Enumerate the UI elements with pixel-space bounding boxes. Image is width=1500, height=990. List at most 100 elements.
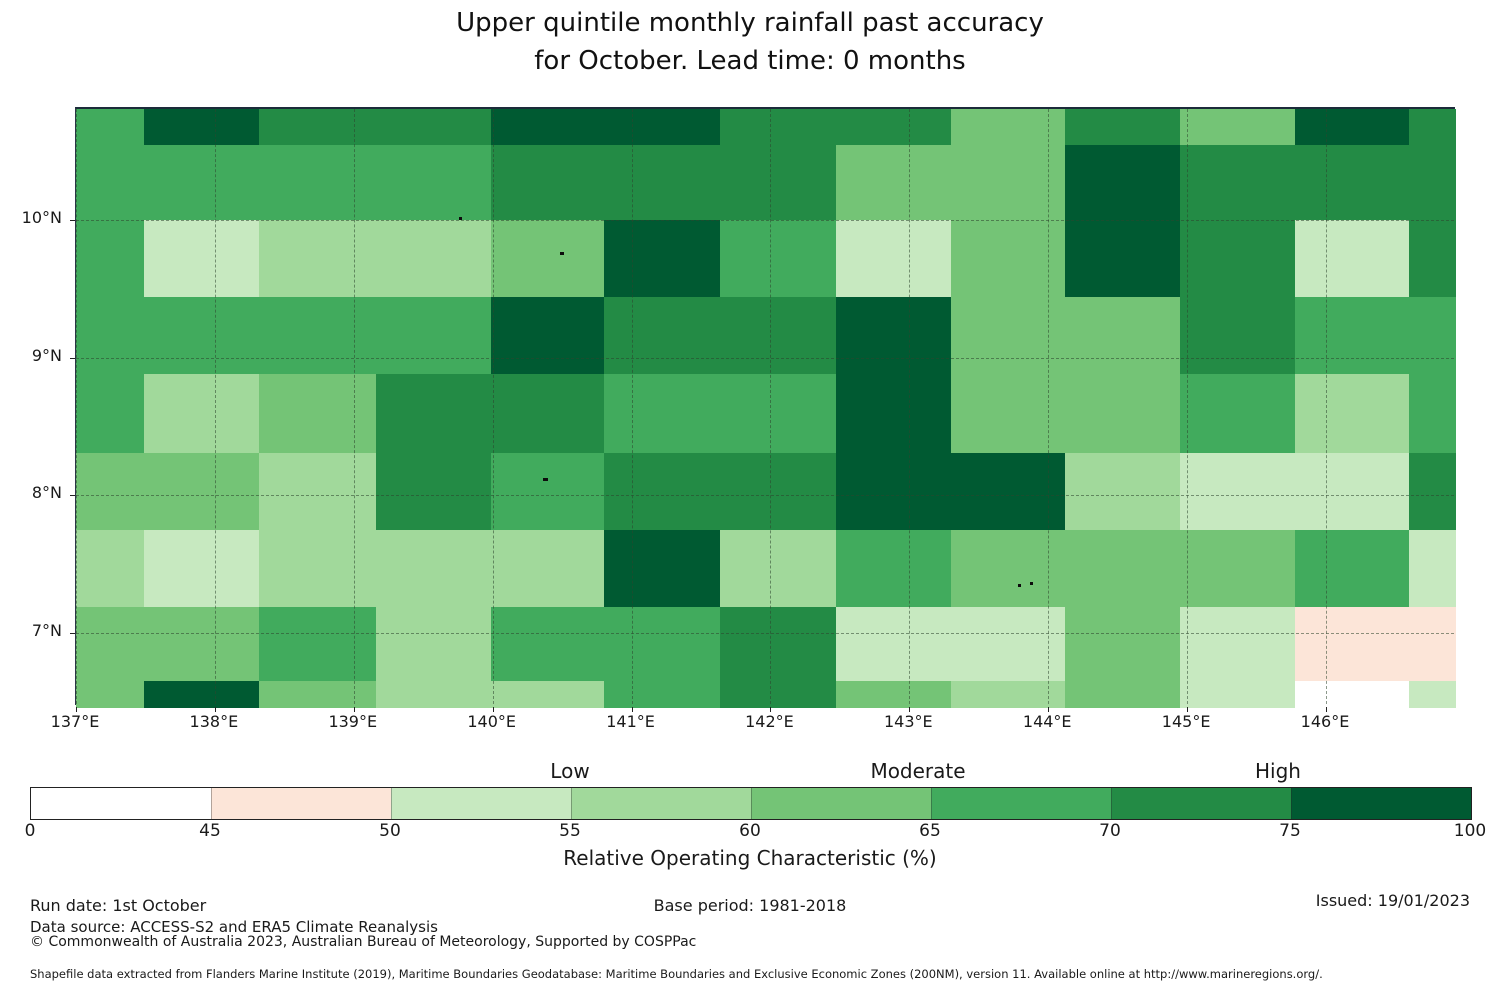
heatmap-cell — [491, 109, 605, 146]
y-axis-tick — [70, 632, 75, 634]
colorbar-segment — [751, 788, 931, 819]
heatmap-cell — [1295, 297, 1410, 375]
heatmap-cell — [376, 374, 492, 454]
heatmap-cell — [1064, 529, 1181, 608]
chart-title-line1: Upper quintile monthly rainfall past acc… — [456, 8, 1044, 38]
run-date-text: Run date: 1st October — [30, 896, 207, 915]
gridline-longitude — [631, 109, 633, 704]
heatmap-cell — [259, 452, 377, 531]
colorbar-segment — [571, 788, 751, 819]
heatmap-cell — [720, 220, 837, 298]
heatmap-cell — [720, 529, 837, 608]
heatmap-cell — [376, 529, 492, 608]
heatmap-cell — [1064, 452, 1181, 531]
heatmap-cell — [1180, 374, 1297, 454]
heatmap-cell — [76, 297, 145, 375]
heatmap-cell — [1409, 452, 1456, 531]
x-axis-tick — [1187, 707, 1189, 712]
heatmap-cell — [720, 297, 837, 375]
heatmap-cell — [144, 529, 260, 608]
heatmap-cell — [1409, 144, 1456, 221]
x-axis-tick — [353, 707, 355, 712]
heatmap-cell — [259, 220, 377, 298]
colorbar-segment — [391, 788, 571, 819]
heatmap-cell — [76, 144, 145, 221]
chart-title-line2: for October. Lead time: 0 months — [534, 46, 966, 76]
x-axis-tick — [76, 707, 77, 712]
heatmap-cell — [603, 144, 722, 221]
y-axis-tick — [70, 357, 75, 359]
heatmap-cell — [1180, 606, 1297, 682]
heatmap-cell — [1180, 109, 1297, 146]
small-island-mark — [1030, 582, 1033, 585]
heatmap-cell — [76, 681, 145, 708]
colorbar-tick-label: 70 — [1099, 821, 1121, 841]
y-axis-tick-label: 8°N — [31, 483, 62, 503]
heatmap-cell — [491, 144, 605, 221]
heatmap-cell — [951, 109, 1066, 146]
heatmap-cell — [259, 374, 377, 454]
heatmap-cell — [1295, 144, 1410, 221]
heatmap-cell — [951, 220, 1066, 298]
heatmap-cell — [1409, 529, 1456, 608]
heatmap-cell — [1409, 681, 1456, 708]
heatmap-cell — [144, 681, 260, 708]
heatmap-cell — [835, 374, 952, 454]
heatmap-cell — [144, 374, 260, 454]
x-axis-tick — [909, 707, 911, 712]
heatmap-cell — [835, 297, 952, 375]
heatmap-cell — [1409, 109, 1456, 146]
gridline-longitude — [1326, 109, 1327, 704]
heatmap-cell — [603, 529, 722, 608]
heatmap-cell — [1180, 529, 1297, 608]
heatmap-cell — [491, 681, 605, 708]
heatmap-cell — [1180, 297, 1297, 375]
heatmap-cell — [76, 220, 145, 298]
gridline-longitude — [492, 109, 494, 704]
heatmap-cell — [1295, 681, 1410, 708]
heatmap-cell — [720, 452, 837, 531]
heatmap-cell — [720, 606, 837, 682]
heatmap-cell — [144, 606, 260, 682]
small-island-mark — [459, 217, 462, 220]
heatmap-cell — [951, 452, 1066, 531]
heatmap-cell — [259, 109, 377, 146]
colorbar-zone-label: Moderate — [870, 759, 966, 783]
heatmap-cell — [259, 144, 377, 221]
y-axis-tick-label: 10°N — [21, 208, 62, 228]
colorbar-tick-label: 45 — [199, 821, 221, 841]
heatmap-cell — [1409, 297, 1456, 375]
heatmap-cell — [835, 681, 952, 708]
heatmap-cell — [491, 529, 605, 608]
x-axis-tick — [214, 707, 216, 712]
gridline-longitude — [214, 109, 216, 704]
heatmap-cell — [603, 452, 722, 531]
colorbar-tick-label: 60 — [739, 821, 761, 841]
heatmap-cell — [603, 606, 722, 682]
y-axis-tick — [70, 495, 75, 497]
x-axis-tick-label: 140°E — [467, 712, 516, 731]
heatmap-cell — [376, 109, 492, 146]
heatmap-cell — [951, 606, 1066, 682]
heatmap-cell — [835, 220, 952, 298]
heatmap-cell — [491, 606, 605, 682]
heatmap-cell — [1064, 606, 1181, 682]
heatmap-cell — [259, 681, 377, 708]
heatmap-cell — [1409, 606, 1456, 682]
heatmap-cell — [259, 606, 377, 682]
gridline-longitude — [353, 109, 355, 704]
x-axis-tick — [631, 707, 633, 712]
heatmap-cell — [76, 452, 145, 531]
heatmap-cell — [376, 681, 492, 708]
x-axis-tick-label: 137°E — [50, 712, 100, 731]
colorbar-segment — [31, 788, 211, 819]
heatmap-cell — [1064, 220, 1181, 298]
x-axis-tick-label: 146°E — [1300, 712, 1350, 731]
x-axis-tick — [1048, 707, 1050, 712]
x-axis-tick-label: 138°E — [189, 712, 239, 731]
heatmap-cell — [1180, 452, 1297, 531]
gridline-latitude — [76, 357, 1454, 359]
heatmap-cell — [951, 374, 1066, 454]
x-axis-tick-label: 143°E — [884, 712, 933, 731]
heatmap-cell — [603, 297, 722, 375]
